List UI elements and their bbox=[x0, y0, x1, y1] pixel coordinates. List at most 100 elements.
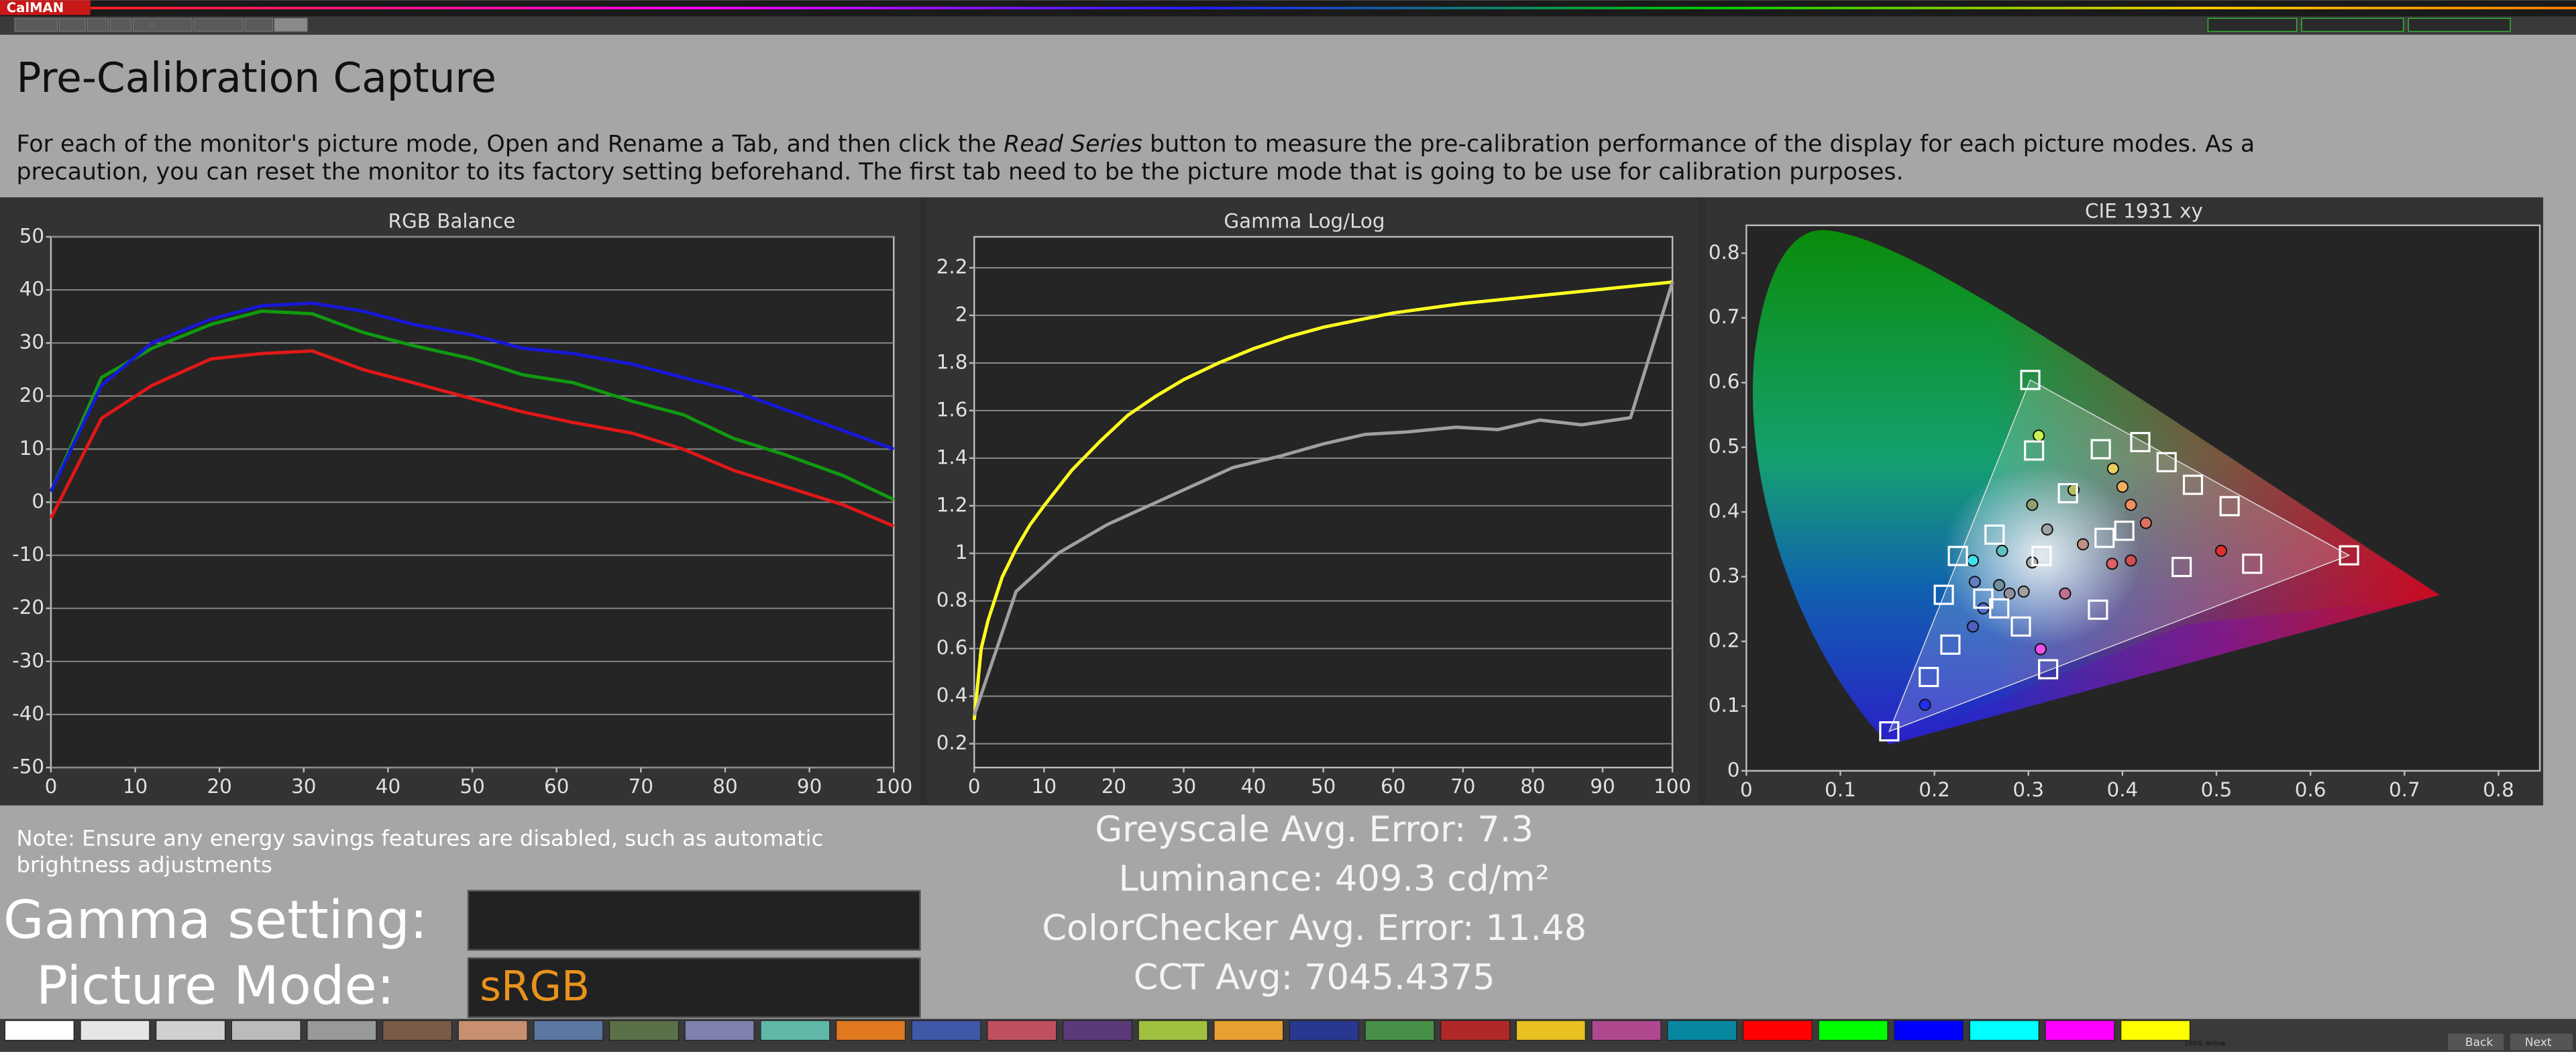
color-swatch[interactable] bbox=[1062, 1020, 1132, 1041]
color-swatch[interactable] bbox=[835, 1020, 906, 1041]
gamma-input[interactable] bbox=[467, 890, 921, 951]
color-swatch[interactable] bbox=[156, 1020, 226, 1041]
color-swatch[interactable] bbox=[1894, 1020, 1964, 1041]
next-label: Next bbox=[2525, 1036, 2552, 1049]
back-button[interactable] bbox=[2447, 1033, 2504, 1051]
target-point bbox=[1984, 524, 2005, 545]
color-swatch[interactable] bbox=[382, 1020, 453, 1041]
tab-active[interactable] bbox=[274, 17, 308, 32]
y-tick-label: 0.2 bbox=[1709, 629, 1740, 652]
tab[interactable] bbox=[193, 17, 244, 32]
measured-point bbox=[2106, 462, 2119, 475]
y-tick-label: -10 bbox=[12, 543, 44, 566]
color-swatch[interactable] bbox=[458, 1020, 528, 1041]
y-tick-label: 0.5 bbox=[1709, 435, 1740, 458]
next-button[interactable] bbox=[2510, 1033, 2573, 1051]
x-tick-label: 100 bbox=[1654, 775, 1691, 798]
x-tick-label: 40 bbox=[376, 775, 400, 798]
color-swatch[interactable] bbox=[1515, 1020, 1586, 1041]
chart-title: CIE 1931 xy bbox=[2085, 200, 2203, 223]
tab[interactable] bbox=[152, 17, 193, 32]
target-point bbox=[2038, 659, 2059, 680]
color-swatch[interactable] bbox=[2121, 1020, 2191, 1041]
app-name: CalMAN bbox=[7, 0, 64, 15]
measured-point bbox=[2214, 544, 2228, 558]
page-title: Pre-Calibration Capture bbox=[16, 54, 496, 102]
measured-point bbox=[2125, 554, 2137, 567]
y-tick-label: 0.4 bbox=[1709, 500, 1740, 523]
target-point bbox=[2090, 439, 2111, 460]
color-swatch[interactable] bbox=[1591, 1020, 1662, 1041]
color-swatch[interactable] bbox=[1818, 1020, 1888, 1041]
tabs bbox=[14, 17, 2511, 32]
x-tick-label: 60 bbox=[1381, 775, 1405, 798]
y-tick-label: 10 bbox=[19, 437, 44, 460]
device-selector[interactable] bbox=[2207, 17, 2298, 32]
instructions-text: button to measure the pre-calibration pe… bbox=[1142, 131, 2255, 158]
target-point bbox=[1879, 721, 1900, 742]
device-selector[interactable] bbox=[2301, 17, 2404, 32]
color-swatch[interactable] bbox=[4, 1020, 74, 1041]
color-swatch[interactable] bbox=[1138, 1020, 1208, 1041]
target-point bbox=[2010, 616, 2031, 637]
device-selector[interactable] bbox=[2408, 17, 2511, 32]
y-tick-label: 2 bbox=[955, 303, 968, 326]
locus-purple bbox=[1889, 594, 2440, 745]
measured-point bbox=[1966, 554, 1980, 567]
x-tick-label: 90 bbox=[1590, 775, 1615, 798]
measured-point bbox=[2076, 538, 2090, 551]
color-swatch[interactable] bbox=[2045, 1020, 2115, 1041]
color-swatch[interactable] bbox=[1289, 1020, 1359, 1041]
x-tick-label: 70 bbox=[629, 775, 653, 798]
tab[interactable] bbox=[87, 17, 109, 32]
color-swatch[interactable] bbox=[1364, 1020, 1435, 1041]
y-tick-label: 0.7 bbox=[1709, 305, 1740, 328]
x-tick-label: 0.7 bbox=[2389, 778, 2420, 801]
color-swatch[interactable] bbox=[1214, 1020, 1284, 1041]
mode-input[interactable] bbox=[467, 957, 921, 1018]
instructions: For each of the monitor's picture mode, … bbox=[16, 131, 2255, 158]
color-swatch[interactable] bbox=[1667, 1020, 1737, 1041]
target-point bbox=[1919, 666, 1939, 688]
x-tick-label: 0.5 bbox=[2201, 778, 2233, 801]
color-swatch[interactable] bbox=[533, 1020, 604, 1041]
target-point bbox=[1940, 634, 1961, 655]
swatches bbox=[4, 1020, 2191, 1041]
color-swatch[interactable] bbox=[684, 1020, 755, 1041]
tab[interactable] bbox=[244, 17, 274, 32]
color-swatch[interactable] bbox=[608, 1020, 680, 1041]
y-tick-label: 0.3 bbox=[1709, 564, 1740, 587]
y-tick-label: 40 bbox=[19, 278, 44, 301]
target-point bbox=[2171, 557, 2192, 578]
tab[interactable] bbox=[132, 17, 152, 32]
measured-point bbox=[1966, 620, 1980, 633]
color-swatch[interactable] bbox=[987, 1020, 1057, 1041]
color-swatch[interactable] bbox=[231, 1020, 301, 1041]
color-swatch[interactable] bbox=[1440, 1020, 1511, 1041]
measured-point bbox=[2139, 517, 2152, 529]
x-tick-label: 50 bbox=[1311, 775, 1336, 798]
y-tick-label: 0 bbox=[32, 490, 44, 513]
tab[interactable] bbox=[109, 17, 132, 32]
color-swatch[interactable] bbox=[911, 1020, 981, 1041]
tab[interactable] bbox=[14, 17, 58, 32]
chart-title: RGB Balance bbox=[388, 209, 516, 232]
tab-bar bbox=[0, 16, 2576, 35]
color-swatch[interactable] bbox=[760, 1020, 830, 1041]
stat: CCT Avg: 7045.4375 bbox=[1134, 957, 1495, 998]
color-swatch[interactable] bbox=[307, 1020, 377, 1041]
chart: RGB Balance -50 -40 -30 -20 -10 0 10 20 30 40 50 0 10… bbox=[0, 197, 920, 806]
swatch-label: 100% Yellow bbox=[2184, 1040, 2225, 1047]
mode-label: Picture Mode: bbox=[36, 955, 394, 1016]
color-swatch[interactable] bbox=[80, 1020, 150, 1041]
color-swatch[interactable] bbox=[1742, 1020, 1813, 1041]
app-logo[interactable] bbox=[0, 0, 91, 15]
rainbow-line bbox=[90, 7, 2576, 9]
target-point bbox=[2031, 545, 2052, 566]
x-tick-label: 20 bbox=[1102, 775, 1126, 798]
y-tick-label: -20 bbox=[12, 596, 44, 619]
y-tick-label: 0.6 bbox=[1709, 370, 1740, 393]
color-swatch[interactable] bbox=[1969, 1020, 2039, 1041]
tab[interactable] bbox=[58, 17, 86, 32]
